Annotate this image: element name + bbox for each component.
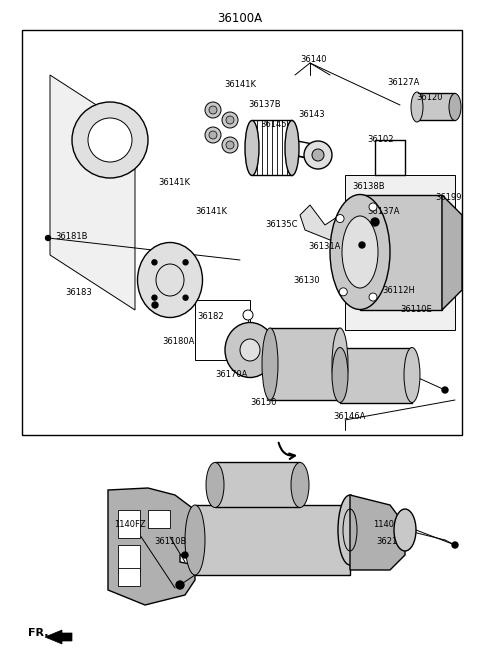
- Text: 36135C: 36135C: [265, 220, 298, 229]
- Text: 36182: 36182: [197, 312, 224, 321]
- Text: 36130: 36130: [293, 276, 320, 285]
- Ellipse shape: [185, 505, 205, 575]
- Bar: [148, 510, 170, 528]
- Text: 36127A: 36127A: [387, 78, 420, 87]
- Text: 36180A: 36180A: [162, 337, 194, 346]
- Circle shape: [46, 236, 50, 240]
- Circle shape: [209, 106, 217, 114]
- Polygon shape: [300, 205, 345, 240]
- Text: 1140HN: 1140HN: [373, 520, 407, 529]
- Bar: [270, 328, 340, 400]
- Ellipse shape: [342, 216, 378, 288]
- Circle shape: [369, 293, 377, 301]
- Ellipse shape: [338, 495, 362, 565]
- Ellipse shape: [330, 195, 390, 310]
- Text: 36112H: 36112H: [382, 286, 415, 295]
- Text: 36183: 36183: [65, 288, 92, 297]
- Ellipse shape: [285, 121, 299, 176]
- Circle shape: [442, 387, 448, 393]
- Polygon shape: [350, 495, 405, 570]
- Bar: [340, 348, 412, 403]
- Ellipse shape: [206, 462, 224, 508]
- Circle shape: [209, 131, 217, 139]
- Bar: [195, 300, 250, 360]
- Text: 36211: 36211: [377, 537, 403, 546]
- Polygon shape: [45, 630, 72, 644]
- Circle shape: [205, 102, 221, 118]
- Circle shape: [336, 215, 344, 223]
- Circle shape: [152, 295, 157, 300]
- Bar: [360, 195, 442, 310]
- Bar: [22, 30, 462, 435]
- Circle shape: [222, 112, 238, 128]
- Text: 36137A: 36137A: [367, 207, 399, 216]
- Polygon shape: [345, 175, 455, 330]
- Text: 36181B: 36181B: [55, 232, 87, 241]
- Text: FR.: FR.: [28, 628, 48, 638]
- Circle shape: [72, 102, 148, 178]
- Text: 36137B: 36137B: [248, 100, 281, 109]
- Text: 36131A: 36131A: [308, 242, 340, 251]
- Text: 36110B: 36110B: [154, 537, 186, 546]
- Circle shape: [226, 116, 234, 124]
- Circle shape: [152, 302, 158, 308]
- Text: 36141K: 36141K: [224, 80, 256, 89]
- Text: 36199: 36199: [435, 193, 461, 202]
- Circle shape: [222, 137, 238, 153]
- Text: 36140: 36140: [300, 55, 326, 64]
- Bar: [118, 568, 140, 586]
- Circle shape: [183, 260, 188, 265]
- Ellipse shape: [240, 339, 260, 361]
- Bar: [215, 462, 300, 507]
- Circle shape: [371, 218, 379, 226]
- Circle shape: [183, 295, 188, 300]
- Ellipse shape: [291, 462, 309, 508]
- Bar: [417, 93, 455, 120]
- Polygon shape: [442, 195, 462, 310]
- Text: 1140FZ: 1140FZ: [114, 520, 146, 529]
- Text: 36138B: 36138B: [352, 182, 384, 191]
- Ellipse shape: [262, 328, 278, 400]
- Bar: [118, 545, 140, 573]
- Circle shape: [312, 149, 324, 161]
- Circle shape: [182, 552, 188, 558]
- Circle shape: [88, 118, 132, 162]
- Circle shape: [226, 141, 234, 149]
- Bar: [118, 510, 140, 538]
- Text: 36150: 36150: [250, 398, 276, 407]
- Bar: [195, 505, 350, 575]
- Text: 36139: 36139: [100, 148, 127, 157]
- Text: 36141K: 36141K: [158, 178, 190, 187]
- Text: 36120: 36120: [416, 93, 443, 102]
- Ellipse shape: [449, 94, 461, 121]
- Ellipse shape: [245, 121, 259, 176]
- Text: 36110E: 36110E: [400, 305, 432, 314]
- Text: 36102: 36102: [367, 135, 394, 144]
- Circle shape: [339, 288, 348, 296]
- Circle shape: [176, 581, 184, 589]
- Text: 36143: 36143: [298, 110, 324, 119]
- Text: 36146A: 36146A: [333, 412, 365, 421]
- Circle shape: [152, 260, 157, 265]
- Text: 36141K: 36141K: [195, 207, 227, 216]
- Ellipse shape: [225, 322, 275, 377]
- Text: 36145: 36145: [260, 120, 287, 129]
- Ellipse shape: [411, 92, 423, 122]
- Circle shape: [205, 127, 221, 143]
- Ellipse shape: [394, 509, 416, 551]
- Text: 36170A: 36170A: [215, 370, 247, 379]
- Circle shape: [452, 542, 458, 548]
- Polygon shape: [108, 488, 195, 605]
- Ellipse shape: [404, 348, 420, 403]
- Ellipse shape: [332, 328, 348, 400]
- Circle shape: [243, 310, 253, 320]
- Polygon shape: [340, 205, 365, 235]
- Ellipse shape: [137, 242, 203, 318]
- Circle shape: [359, 242, 365, 248]
- Circle shape: [369, 203, 377, 211]
- Circle shape: [304, 141, 332, 169]
- Ellipse shape: [332, 348, 348, 403]
- Text: 36100A: 36100A: [217, 12, 263, 25]
- Polygon shape: [50, 75, 135, 310]
